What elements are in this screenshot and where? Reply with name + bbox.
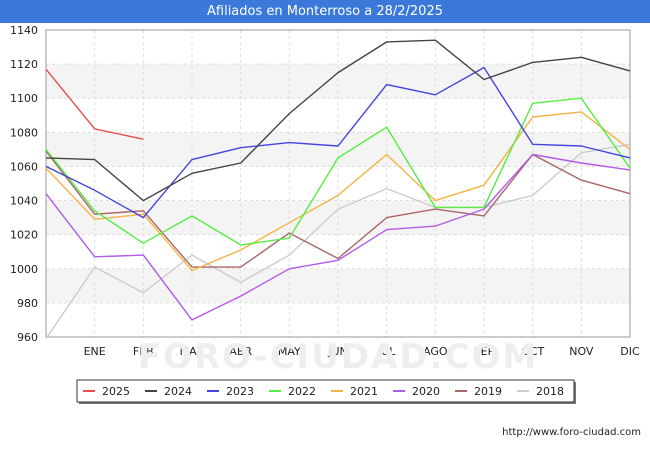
x-tick-label: ENE: [84, 345, 106, 358]
x-tick-label: ABR: [229, 345, 252, 358]
legend-label-2020: 2020: [412, 385, 440, 398]
x-tick-label: SEP: [474, 345, 495, 358]
y-tick-label: 1140: [10, 24, 38, 37]
x-tick-label: DIC: [620, 345, 640, 358]
legend-label-2022: 2022: [288, 385, 316, 398]
x-tick-label: FEB: [133, 345, 154, 358]
x-tick-label: MAY: [278, 345, 301, 358]
x-tick-label: OCT: [521, 345, 544, 358]
x-tick-label: JUN: [327, 345, 348, 358]
series-line-2022: [45, 97, 631, 246]
series-line-2020: [45, 153, 631, 321]
x-tick-label: NOV: [569, 345, 594, 358]
series-line-2023: [45, 66, 631, 219]
legend-label-2025: 2025: [102, 385, 130, 398]
x-tick-label: AGO: [423, 345, 448, 358]
legend-label-2018: 2018: [536, 385, 564, 398]
plot-border: [45, 29, 631, 338]
y-tick-label: 1100: [10, 92, 38, 105]
series-line-2018: [45, 143, 631, 340]
y-tick-label: 1020: [10, 229, 38, 242]
y-tick-label: 1060: [10, 160, 38, 173]
y-tick-label: 1080: [10, 126, 38, 139]
grid-band: [46, 64, 630, 99]
grid-band: [46, 268, 630, 303]
legend-label-2021: 2021: [350, 385, 378, 398]
series-line-2025: [45, 68, 144, 140]
y-tick-label: 980: [17, 297, 38, 310]
legend-label-2019: 2019: [474, 385, 502, 398]
source-url: http://www.foro-ciudad.com: [502, 427, 641, 438]
y-tick-label: 1040: [10, 195, 38, 208]
legend-label-2024: 2024: [164, 385, 192, 398]
legend-label-2023: 2023: [226, 385, 254, 398]
x-tick-label: JUL: [377, 345, 396, 358]
watermark: FORO-CIUDAD.COM: [138, 337, 539, 377]
y-tick-label: 1000: [10, 263, 38, 276]
y-tick-label: 960: [17, 331, 38, 344]
y-tick-label: 1120: [10, 58, 38, 71]
x-tick-label: MAR: [180, 345, 205, 358]
series-line-2021: [45, 111, 631, 272]
legend-box: [76, 379, 575, 403]
series-line-2024: [45, 39, 631, 202]
chart-title: Afiliados en Monterroso a 28/2/2025: [0, 0, 650, 23]
